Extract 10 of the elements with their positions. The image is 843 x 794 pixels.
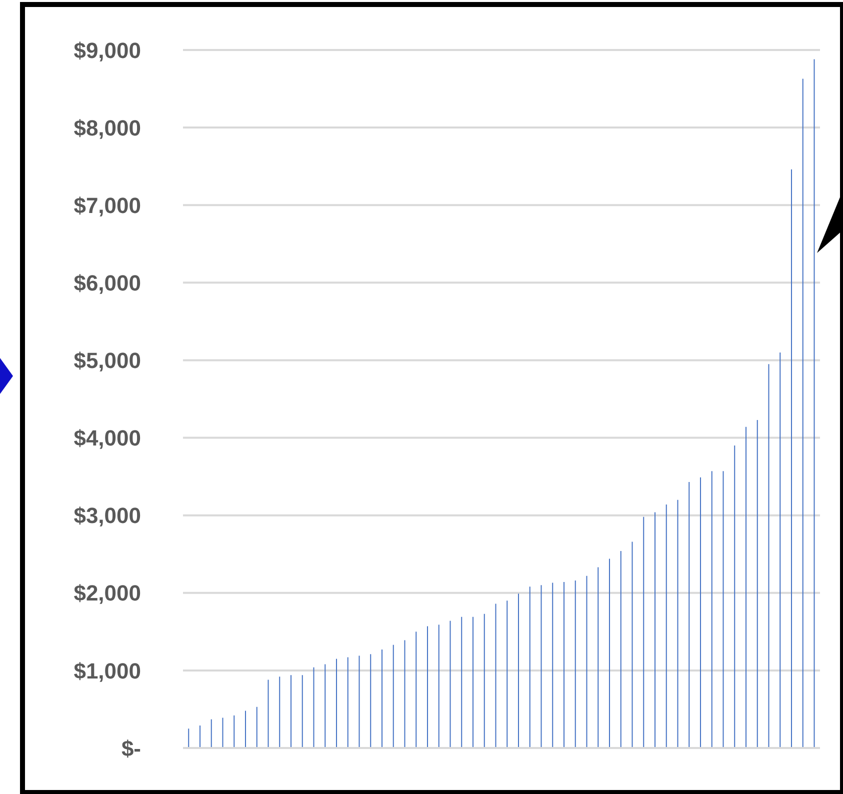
y-tick-label: $7,000	[74, 192, 141, 218]
y-tick-label: $9,000	[74, 38, 141, 63]
y-tick-label: $-	[121, 736, 141, 761]
y-tick-label: $4,000	[74, 426, 141, 451]
y-tick-label: $6,000	[74, 270, 141, 296]
y-tick-label: $2,000	[74, 580, 141, 606]
y-tick-label: $1,000	[74, 658, 141, 684]
y-tick-label: $5,000	[74, 348, 141, 374]
y-tick-label: $8,000	[74, 115, 141, 140]
y-tick-label: $3,000	[74, 503, 141, 528]
